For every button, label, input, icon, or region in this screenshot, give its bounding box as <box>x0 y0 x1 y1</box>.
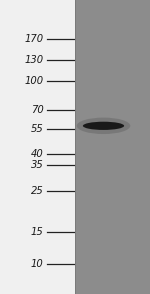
Text: 40: 40 <box>31 149 43 159</box>
Text: 25: 25 <box>31 186 43 196</box>
Text: 130: 130 <box>24 55 44 65</box>
Text: 100: 100 <box>24 76 44 86</box>
Ellipse shape <box>77 118 130 134</box>
Text: 170: 170 <box>24 34 44 44</box>
Text: 70: 70 <box>31 104 43 115</box>
Text: 15: 15 <box>31 227 43 237</box>
Text: 55: 55 <box>31 124 43 134</box>
Bar <box>75 0 150 294</box>
Ellipse shape <box>83 122 124 130</box>
Text: 35: 35 <box>31 160 43 170</box>
Text: 10: 10 <box>31 259 43 269</box>
